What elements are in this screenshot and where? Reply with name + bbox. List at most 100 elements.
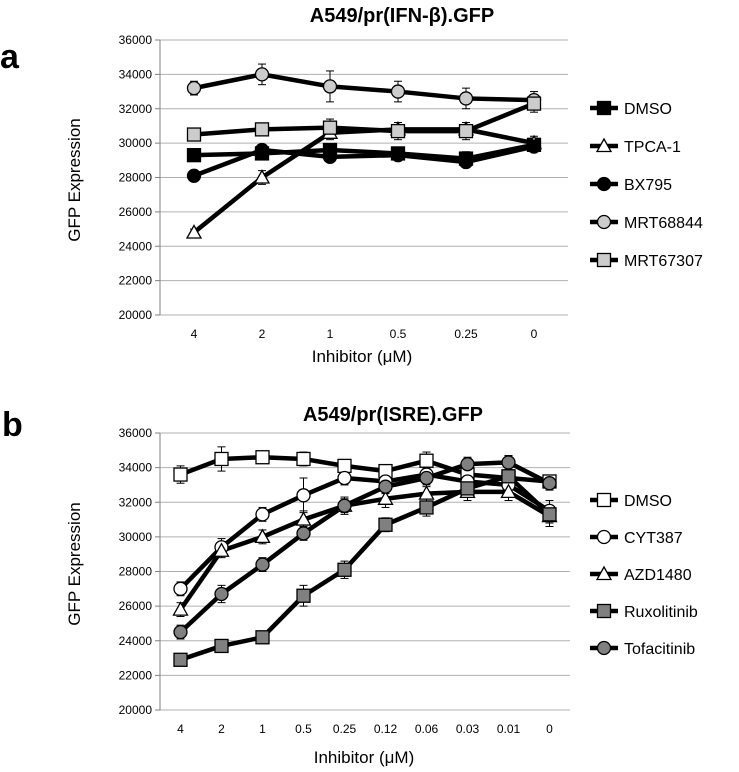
legend-label: Ruxolitinib xyxy=(624,604,698,621)
data-point-mrt67307 xyxy=(390,123,406,139)
panel-b-x-axis-label: Inhibitor (μM) xyxy=(314,748,414,767)
legend-marker xyxy=(596,214,612,230)
panel-b-title: A549/pr(ISRE).GFP xyxy=(303,404,483,426)
y-tick-label: 32000 xyxy=(119,102,153,116)
legend-entry-mrt67307: MRT67307 xyxy=(590,252,703,270)
x-tick-label: 0.12 xyxy=(374,722,398,736)
data-point-cyt387 xyxy=(337,470,352,486)
legend-label: DMSO xyxy=(624,493,672,510)
series-line-ruxolitinib xyxy=(179,474,552,662)
legend-entry-azd1480: AZD1480 xyxy=(590,565,692,584)
data-point-mrt68844 xyxy=(390,84,406,99)
y-tick-label: 36000 xyxy=(119,33,153,47)
data-point-mrt67307 xyxy=(526,96,542,111)
data-point-dmso xyxy=(296,451,311,467)
series-line-dmso xyxy=(179,454,550,484)
x-tick-label: 4 xyxy=(191,327,198,341)
y-tick-label: 22000 xyxy=(119,274,153,288)
data-point-azd1480 xyxy=(172,601,189,616)
data-point-tofacitinib xyxy=(337,498,352,513)
legend-entry-tpca-1: TPCA-1 xyxy=(590,137,681,156)
legend-label: CYT387 xyxy=(624,530,683,547)
series-line-mrt67307 xyxy=(193,101,535,137)
panel-a-plot-area: 20000 22000 24000 26000 28000 30000 32000 34000… xyxy=(119,33,568,341)
series-line-bx795 xyxy=(193,144,535,178)
x-tick-label: 0 xyxy=(531,327,538,341)
legend-label: AZD1480 xyxy=(624,567,692,584)
panel-a-legend: DMSO TPCA-1 BX795 MRT68844 MRT67307 xyxy=(590,100,703,270)
legend-marker xyxy=(596,640,612,656)
legend-marker xyxy=(595,565,613,581)
y-tick-label: 26000 xyxy=(119,205,153,219)
data-point-ruxolitinib xyxy=(296,588,311,603)
x-tick-label: 1 xyxy=(259,722,266,736)
legend-entry-mrt68844: MRT68844 xyxy=(590,214,703,232)
data-point-cyt387 xyxy=(296,488,311,503)
panel-b-letter: b xyxy=(2,406,23,444)
data-point-bx795 xyxy=(322,149,338,165)
legend-marker xyxy=(596,492,612,508)
data-point-dmso xyxy=(255,450,270,465)
legend-marker xyxy=(596,529,612,545)
legend-label: TPCA-1 xyxy=(624,139,681,156)
data-point-cyt387 xyxy=(255,507,270,522)
data-point-ruxolitinib xyxy=(378,517,393,532)
data-point-tofacitinib xyxy=(255,557,270,572)
panel-a-letter: a xyxy=(0,38,20,76)
panel-a-chart: a A549/pr(IFN-β).GFP GFP Expression Inhi… xyxy=(0,5,703,366)
data-point-azd1480 xyxy=(500,483,517,499)
legend-entry-dmso: DMSO xyxy=(590,492,672,510)
data-point-tofacitinib xyxy=(460,457,475,472)
data-point-azd1480 xyxy=(254,528,271,544)
x-tick-label: 1 xyxy=(327,327,334,341)
data-point-mrt68844 xyxy=(322,79,338,94)
data-point-bx795 xyxy=(458,154,474,170)
legend-marker xyxy=(596,100,612,116)
y-tick-label: 26000 xyxy=(119,599,153,613)
data-point-mrt67307 xyxy=(458,123,474,139)
data-point-mrt67307 xyxy=(186,127,202,142)
legend-label: Tofacitinib xyxy=(624,641,695,658)
data-point-mrt68844 xyxy=(254,67,270,82)
y-tick-label: 24000 xyxy=(119,634,153,648)
data-point-ruxolitinib xyxy=(419,500,434,515)
data-point-tofacitinib xyxy=(296,526,311,541)
data-point-tofacitinib xyxy=(542,476,557,491)
data-point-tpca-1 xyxy=(253,169,271,184)
data-point-cyt387 xyxy=(173,581,188,596)
data-point-bx795 xyxy=(254,142,270,158)
x-tick-label: 0.5 xyxy=(295,722,312,736)
y-tick-label: 28000 xyxy=(119,171,153,185)
panel-b-y-axis-label: GFP Expression xyxy=(65,502,84,625)
legend-label: MRT68844 xyxy=(624,215,703,232)
data-point-ruxolitinib xyxy=(214,638,229,654)
legend-marker xyxy=(595,137,613,153)
y-tick-label: 20000 xyxy=(119,308,153,322)
x-tick-label: 0.01 xyxy=(497,722,521,736)
data-point-mrt67307 xyxy=(322,120,338,135)
y-tick-label: 34000 xyxy=(119,67,153,81)
data-point-tofacitinib xyxy=(419,470,434,486)
series-line-tofacitinib xyxy=(178,460,551,634)
data-point-ruxolitinib xyxy=(173,652,188,667)
data-point-dmso xyxy=(337,458,352,474)
x-tick-label: 2 xyxy=(218,722,225,736)
data-point-azd1480 xyxy=(213,542,230,557)
data-point-tofacitinib xyxy=(214,586,229,602)
data-point-ruxolitinib xyxy=(542,507,557,522)
data-point-mrt67307 xyxy=(254,122,270,137)
series-line-azd1480 xyxy=(178,489,551,611)
y-tick-label: 20000 xyxy=(119,703,153,717)
x-tick-label: 0 xyxy=(546,722,553,736)
panel-b-chart: b A549/pr(ISRE).GFP GFP Expression Inhib… xyxy=(2,404,698,767)
data-point-dmso xyxy=(186,148,202,163)
x-tick-label: 2 xyxy=(259,327,266,341)
legend-marker xyxy=(596,603,612,619)
data-point-tpca-1 xyxy=(185,224,203,239)
legend-entry-dmso: DMSO xyxy=(590,100,672,118)
data-point-ruxolitinib xyxy=(460,481,475,496)
legend-entry-cyt387: CYT387 xyxy=(590,529,683,547)
data-point-mrt68844 xyxy=(458,91,474,106)
legend-entry-ruxolitinib: Ruxolitinib xyxy=(590,603,698,621)
